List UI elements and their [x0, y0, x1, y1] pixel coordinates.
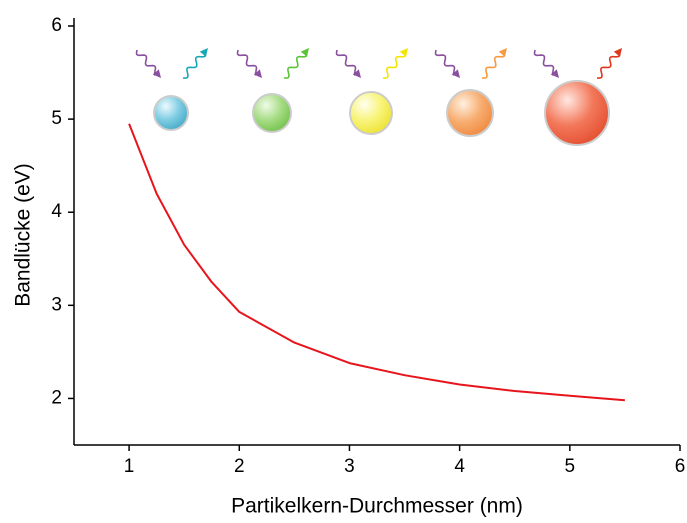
- arrow-head: [551, 69, 559, 78]
- arrow-head: [614, 48, 622, 57]
- y-tick-label: 3: [51, 294, 62, 315]
- y-tick-label: 2: [51, 387, 62, 408]
- x-tick-label: 1: [124, 456, 135, 477]
- wave-arrow: [383, 52, 406, 78]
- y-axis-title: Bandlücke (eV): [12, 163, 35, 307]
- particle: [545, 81, 609, 145]
- particle: [447, 90, 493, 136]
- arrow-head: [200, 48, 208, 57]
- arrow-head: [452, 69, 460, 78]
- arrow-head: [353, 69, 361, 78]
- x-tick-label: 3: [344, 456, 355, 477]
- y-tick-label: 6: [51, 15, 62, 36]
- chart: Partikelkern-Durchmesser (nm) Bandlücke …: [0, 0, 687, 523]
- y-tick-label: 4: [51, 201, 62, 222]
- particle: [350, 92, 392, 134]
- wave-arrow: [597, 52, 620, 78]
- arrow-head: [400, 48, 408, 57]
- arrow-head: [153, 69, 161, 78]
- arrow-head: [499, 48, 507, 57]
- arrow-head: [301, 48, 309, 57]
- wave-arrow: [436, 50, 455, 76]
- particle: [253, 94, 291, 132]
- wave-arrow: [482, 52, 505, 78]
- x-axis-title: Partikelkern-Durchmesser (nm): [231, 495, 523, 518]
- data-line: [129, 124, 625, 401]
- wave-arrow: [284, 52, 307, 78]
- x-tick-label: 5: [565, 456, 576, 477]
- wave-arrow: [337, 50, 356, 76]
- wave-arrow: [183, 52, 206, 78]
- arrow-head: [254, 69, 262, 78]
- wave-arrow: [137, 50, 156, 76]
- wave-arrow: [238, 50, 257, 76]
- x-tick-label: 2: [234, 456, 245, 477]
- x-tick-label: 4: [454, 456, 465, 477]
- y-tick-label: 5: [51, 108, 62, 129]
- particle: [154, 96, 188, 130]
- wave-arrow: [535, 50, 554, 76]
- x-tick-label: 6: [675, 456, 686, 477]
- illustration: [137, 48, 623, 145]
